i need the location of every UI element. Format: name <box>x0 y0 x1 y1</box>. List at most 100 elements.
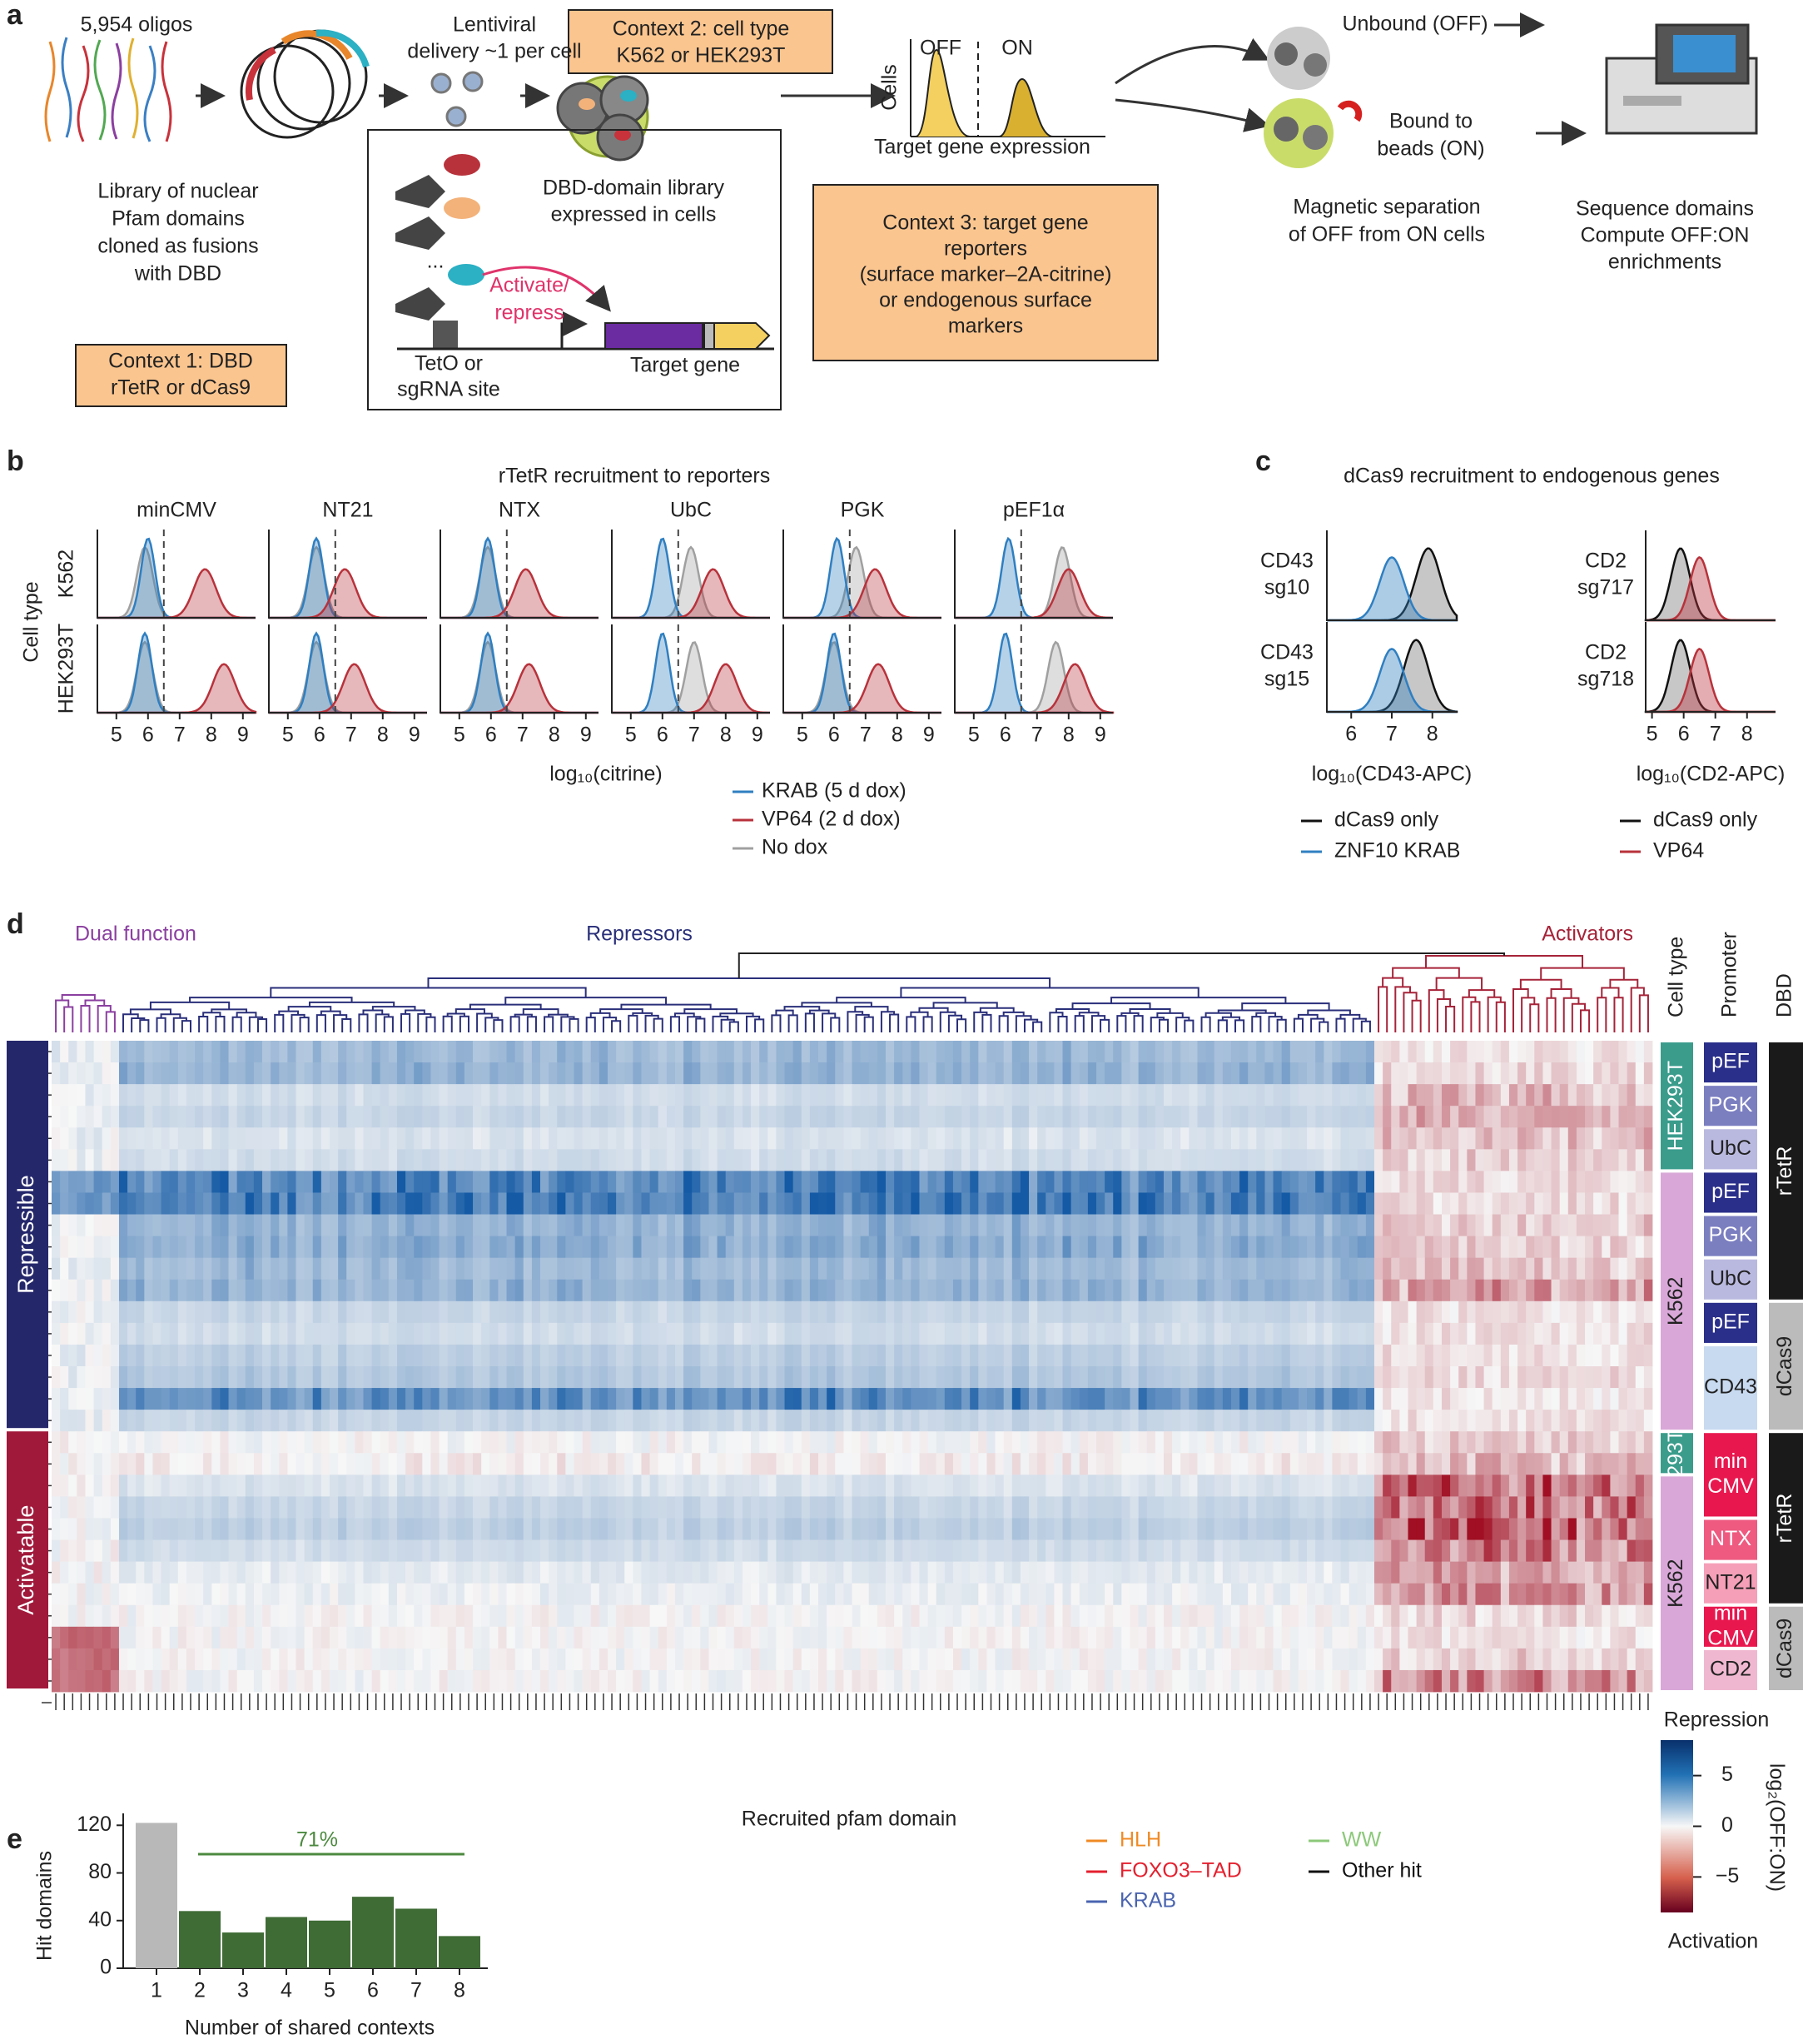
heatmap-cell <box>1417 1301 1426 1323</box>
label: markers <box>948 315 1023 338</box>
heatmap-cell <box>1383 1496 1392 1518</box>
heatmap-cell <box>1037 1388 1046 1410</box>
heatmap-cell <box>422 1562 431 1584</box>
heatmap-cell <box>1568 1127 1577 1149</box>
heatmap-cell <box>978 1062 987 1084</box>
heatmap-cell <box>1071 1258 1080 1280</box>
heatmap-cell <box>953 1410 962 1431</box>
heatmap-cell <box>986 1323 996 1345</box>
heatmap-cell <box>397 1301 406 1323</box>
heatmap-cell <box>211 1323 221 1345</box>
heatmap-cell <box>919 1431 928 1453</box>
heatmap-cell <box>170 1127 179 1149</box>
heatmap-cell <box>355 1366 364 1388</box>
heatmap-cell <box>802 1041 811 1062</box>
heatmap-cell <box>456 1215 465 1236</box>
heatmap-cell <box>305 1388 314 1410</box>
heatmap-cell <box>1063 1388 1072 1410</box>
heatmap-cell <box>1299 1106 1308 1127</box>
heatmap-cell <box>262 1366 271 1388</box>
heatmap-cell <box>532 1192 541 1214</box>
heatmap-cell <box>119 1084 128 1106</box>
heatmap-cell <box>793 1345 802 1366</box>
heatmap-cell <box>1037 1192 1046 1214</box>
heatmap-cell <box>683 1323 693 1345</box>
heatmap-cell <box>692 1366 701 1388</box>
heatmap-cell <box>743 1041 752 1062</box>
heatmap-cell <box>1627 1366 1637 1388</box>
heatmap-cell <box>102 1410 112 1431</box>
heatmap-cell <box>1021 1518 1030 1539</box>
heatmap-cell <box>886 1127 895 1149</box>
heatmap-cell <box>195 1127 204 1149</box>
heatmap-cell <box>1610 1301 1619 1323</box>
heatmap-cell <box>843 1496 852 1518</box>
heatmap-cell <box>144 1496 153 1518</box>
heatmap-cell <box>557 1562 566 1584</box>
heatmap-cell <box>1475 1127 1484 1149</box>
heatmap-cell <box>1560 1106 1569 1127</box>
heatmap-cell <box>170 1388 179 1410</box>
heatmap-cell <box>1088 1236 1097 1258</box>
heatmap-cell <box>1484 1431 1493 1453</box>
heatmap-cell <box>1585 1192 1594 1214</box>
heatmap-cell <box>970 1171 979 1192</box>
heatmap-cell <box>1021 1453 1030 1475</box>
heatmap-cell <box>1425 1323 1434 1345</box>
heatmap-cell <box>557 1301 566 1323</box>
heatmap-cell <box>448 1345 457 1366</box>
heatmap-cell <box>481 1171 490 1192</box>
heatmap-cell <box>102 1127 112 1149</box>
heatmap-cell <box>1029 1345 1038 1366</box>
heatmap-cell <box>237 1562 246 1584</box>
heatmap-cell <box>229 1258 238 1280</box>
heatmap-cell <box>751 1453 760 1475</box>
heatmap-cell <box>1560 1475 1569 1496</box>
heatmap-cell <box>810 1106 819 1127</box>
heatmap-cell <box>1542 1518 1552 1539</box>
heatmap-cell <box>1450 1496 1459 1518</box>
heatmap-cell <box>751 1084 760 1106</box>
heatmap-cell <box>1602 1388 1611 1410</box>
heatmap-cell <box>102 1106 112 1127</box>
heatmap-cell <box>498 1171 507 1192</box>
heatmap-cell <box>549 1258 558 1280</box>
heatmap-cell <box>1399 1171 1408 1192</box>
heatmap-cell <box>515 1475 524 1496</box>
heatmap-cell <box>583 1258 592 1280</box>
heatmap-cell <box>127 1453 137 1475</box>
heatmap-cell <box>802 1410 811 1431</box>
heatmap-cell <box>77 1280 86 1301</box>
heatmap-cell <box>422 1366 431 1388</box>
heatmap-cell <box>911 1084 920 1106</box>
heatmap-cell <box>1063 1562 1072 1584</box>
heatmap-cell <box>85 1388 94 1410</box>
heatmap-cell <box>170 1518 179 1539</box>
heatmap-cell <box>1509 1366 1518 1388</box>
heatmap-cell <box>1290 1410 1299 1431</box>
heatmap-cell <box>1383 1084 1392 1106</box>
heatmap-cell <box>1113 1062 1122 1084</box>
heatmap-cell <box>1046 1149 1055 1171</box>
heatmap-cell <box>346 1215 355 1236</box>
heatmap-cell <box>549 1431 558 1453</box>
heatmap-cell <box>1467 1301 1476 1323</box>
heatmap-cell <box>565 1192 574 1214</box>
heatmap-cell <box>700 1540 709 1562</box>
heatmap-cell <box>1046 1562 1055 1584</box>
heatmap-cell <box>886 1106 895 1127</box>
heatmap-cell <box>1214 1518 1224 1539</box>
heatmap-cell <box>440 1301 449 1323</box>
label: repress <box>494 301 564 325</box>
heatmap-cell <box>616 1084 625 1106</box>
heatmap-cell <box>549 1062 558 1084</box>
heatmap-cell <box>1080 1518 1089 1539</box>
heatmap-cell <box>85 1215 94 1236</box>
heatmap-cell <box>1517 1475 1527 1496</box>
label: K562 <box>55 550 78 598</box>
heatmap-cell <box>978 1192 987 1214</box>
heatmap-cell <box>85 1431 94 1453</box>
heatmap-cell <box>211 1388 221 1410</box>
heatmap-cell <box>583 1084 592 1106</box>
heatmap-cell <box>1155 1323 1165 1345</box>
